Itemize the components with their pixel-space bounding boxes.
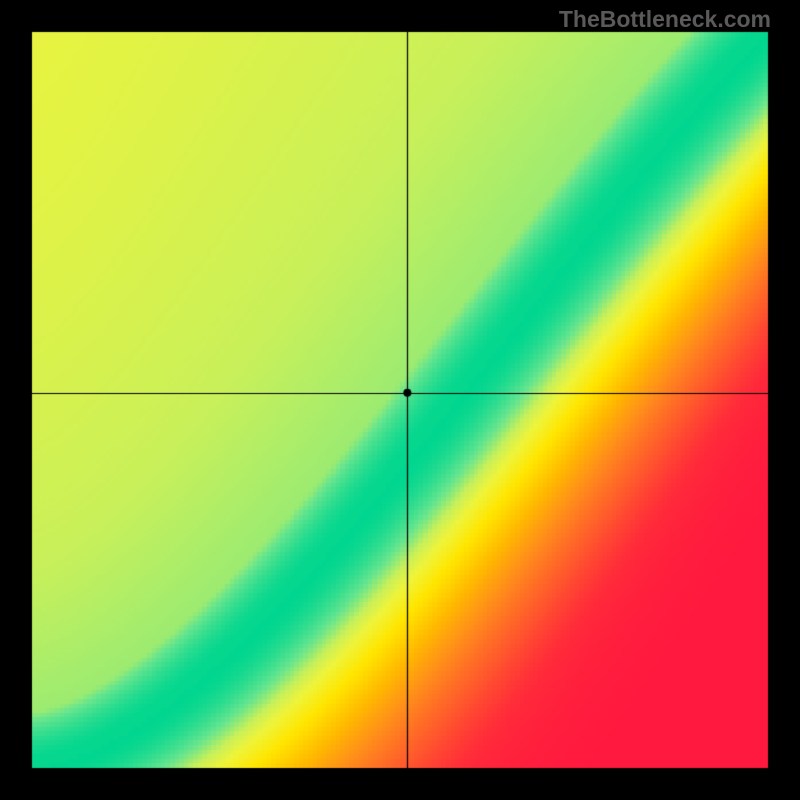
chart-container: TheBottleneck.com <box>0 0 800 800</box>
bottleneck-heatmap <box>0 0 800 800</box>
watermark-text: TheBottleneck.com <box>559 6 771 33</box>
